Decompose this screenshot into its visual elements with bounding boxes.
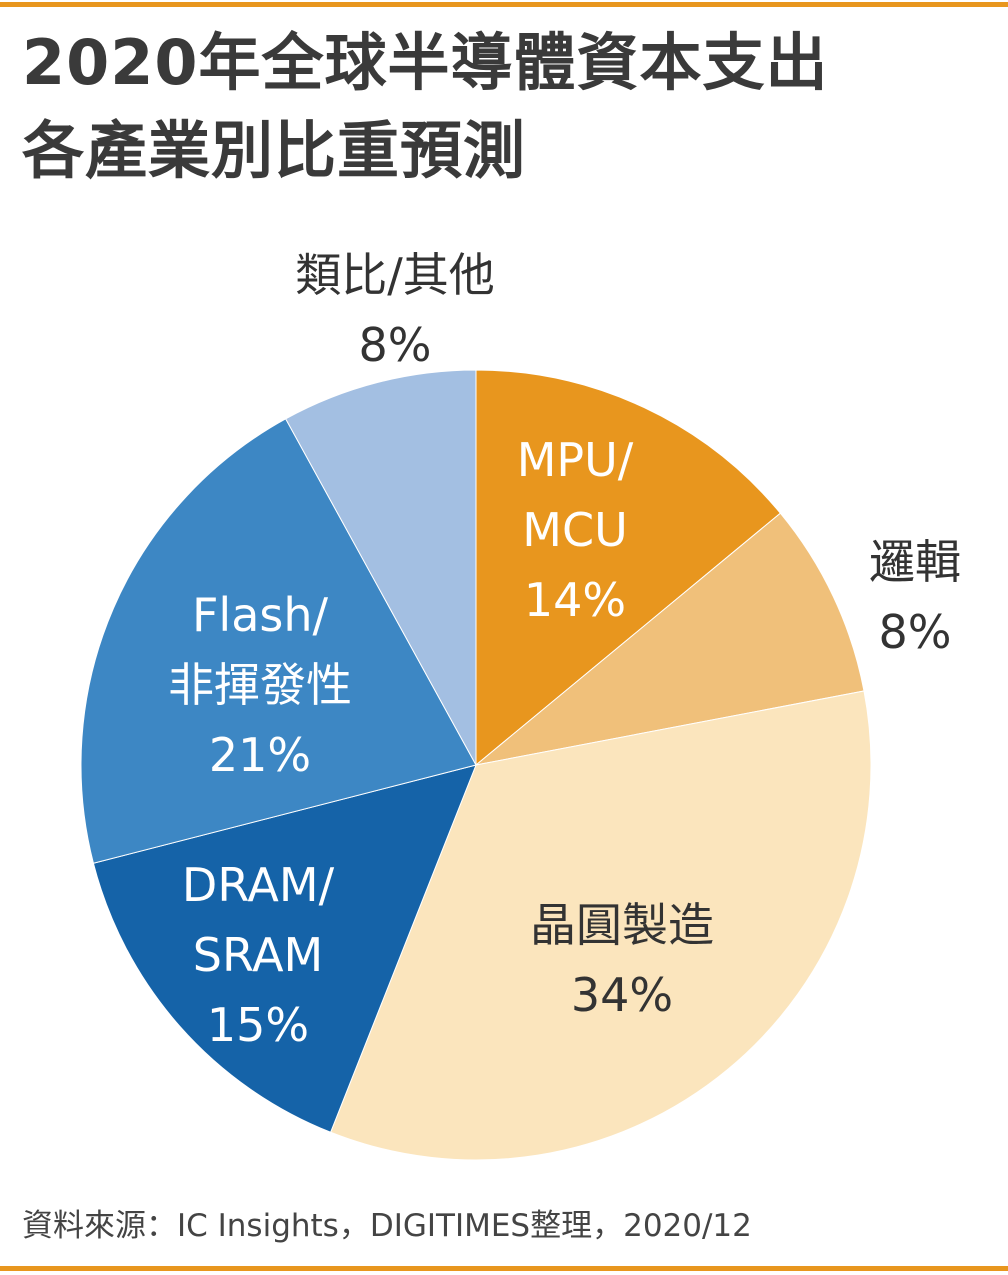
pie-slice xyxy=(92,764,477,1133)
slice-label: 晶圓製造 34% xyxy=(530,890,714,1030)
value-label: 14% xyxy=(523,573,627,627)
pie-slice xyxy=(475,369,782,767)
category-label: 晶圓製造 xyxy=(530,898,714,952)
value-label: 8% xyxy=(358,318,432,372)
pie-slice xyxy=(475,512,865,766)
slice-label: 類比/其他 8% xyxy=(295,240,495,380)
pie-slice xyxy=(329,690,872,1161)
chart-title: 各產業別比重預測 xyxy=(22,114,527,187)
slice-label: Flash/ 非揮發性 21% xyxy=(168,580,352,790)
category-label: DRAM/ SRAM xyxy=(181,858,335,982)
slice-label: MPU/ MCU 14% xyxy=(517,425,634,635)
category-label: Flash/ 非揮發性 xyxy=(168,588,352,712)
slice-label: DRAM/ SRAM 15% xyxy=(182,850,334,1060)
pie-slice xyxy=(80,418,477,864)
value-label: 15% xyxy=(206,998,310,1052)
value-label: 34% xyxy=(570,968,674,1022)
top-border xyxy=(0,2,1008,7)
slice-label: 邏輯 8% xyxy=(869,527,961,667)
category-label: 邏輯 xyxy=(869,535,961,589)
value-label: 8% xyxy=(878,605,952,659)
value-label: 21% xyxy=(208,728,312,782)
category-label: MPU/ MCU xyxy=(516,433,634,557)
bottom-border xyxy=(0,1266,1008,1271)
category-label: 類比/其他 xyxy=(295,248,495,302)
chart-title: 2020年全球半導體資本支出 xyxy=(22,26,829,99)
source-note: 資料來源：IC Insights，DIGITIMES整理，2020/12 xyxy=(22,1208,752,1244)
pie-slice xyxy=(285,369,477,766)
